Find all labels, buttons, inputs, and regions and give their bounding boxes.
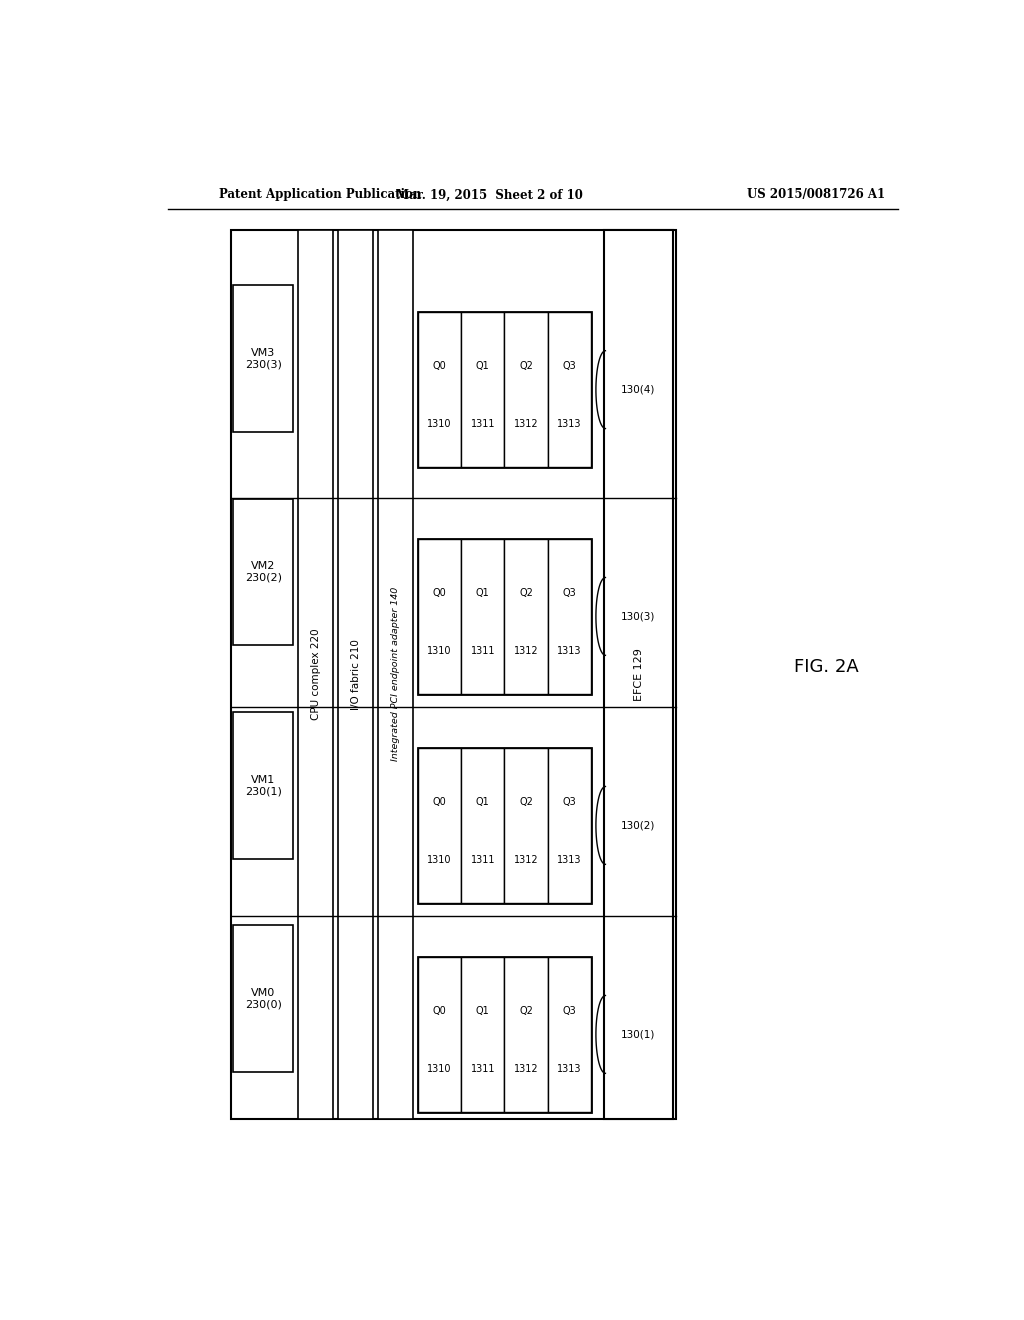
Text: 1312: 1312 — [514, 854, 539, 865]
Text: Q2: Q2 — [519, 362, 534, 371]
Bar — [548, 957, 591, 1113]
Bar — [418, 539, 461, 694]
Text: US 2015/0081726 A1: US 2015/0081726 A1 — [748, 189, 885, 202]
Bar — [604, 230, 674, 1119]
Bar — [548, 539, 591, 694]
Bar — [418, 957, 461, 1113]
Text: 1311: 1311 — [471, 645, 495, 656]
Text: Q2: Q2 — [519, 1006, 534, 1016]
Text: 1310: 1310 — [427, 1064, 452, 1073]
Text: 1312: 1312 — [514, 418, 539, 429]
Text: 1311: 1311 — [471, 854, 495, 865]
Text: 1313: 1313 — [557, 854, 582, 865]
Bar — [378, 230, 414, 1119]
Bar — [298, 230, 334, 1119]
Text: 1312: 1312 — [514, 1064, 539, 1073]
Text: 1310: 1310 — [427, 854, 452, 865]
Text: 1310: 1310 — [427, 418, 452, 429]
Bar — [233, 925, 294, 1072]
Text: 1310: 1310 — [427, 645, 452, 656]
Text: I/O fabric 210: I/O fabric 210 — [350, 639, 360, 710]
Text: Q1: Q1 — [476, 589, 489, 598]
Bar — [418, 957, 591, 1113]
Bar — [548, 747, 591, 903]
Text: Q0: Q0 — [432, 589, 446, 598]
Bar — [338, 230, 374, 1119]
Text: Q2: Q2 — [519, 797, 534, 807]
Bar — [418, 539, 591, 694]
Bar — [461, 747, 505, 903]
Text: VM0
230(0): VM0 230(0) — [245, 989, 282, 1010]
Bar — [505, 747, 548, 903]
Text: Q1: Q1 — [476, 1006, 489, 1016]
Bar — [505, 957, 548, 1113]
Bar — [233, 499, 294, 645]
Bar — [505, 312, 548, 467]
Text: VM2
230(2): VM2 230(2) — [245, 561, 282, 582]
Text: 1313: 1313 — [557, 645, 582, 656]
Bar — [418, 312, 591, 467]
Text: Q1: Q1 — [476, 362, 489, 371]
Text: Patent Application Publication: Patent Application Publication — [219, 189, 422, 202]
Bar — [418, 747, 591, 903]
Bar — [418, 747, 461, 903]
Bar — [418, 312, 461, 467]
Text: Q3: Q3 — [562, 362, 577, 371]
Text: 1313: 1313 — [557, 418, 582, 429]
Text: Q3: Q3 — [562, 589, 577, 598]
Text: 1311: 1311 — [471, 418, 495, 429]
Text: 1312: 1312 — [514, 645, 539, 656]
Text: EFCE 129: EFCE 129 — [634, 648, 644, 701]
Text: VM1
230(1): VM1 230(1) — [245, 775, 282, 796]
Text: 130(3): 130(3) — [622, 611, 655, 622]
Bar — [233, 711, 294, 859]
Text: 1311: 1311 — [471, 1064, 495, 1073]
Text: 1313: 1313 — [557, 1064, 582, 1073]
Text: Q0: Q0 — [432, 797, 446, 807]
Text: 130(2): 130(2) — [622, 821, 655, 830]
Bar — [231, 230, 676, 1119]
Bar — [505, 539, 548, 694]
Text: Q0: Q0 — [432, 1006, 446, 1016]
Bar — [461, 539, 505, 694]
Text: Integrated PCI endpoint adapter 140: Integrated PCI endpoint adapter 140 — [391, 587, 400, 762]
Text: FIG. 2A: FIG. 2A — [794, 657, 859, 676]
Text: CPU complex 220: CPU complex 220 — [310, 628, 321, 719]
Text: VM3
230(3): VM3 230(3) — [245, 347, 282, 370]
Text: Q0: Q0 — [432, 362, 446, 371]
Bar — [461, 957, 505, 1113]
Text: Q2: Q2 — [519, 589, 534, 598]
Bar — [233, 285, 294, 432]
Text: Q3: Q3 — [562, 797, 577, 807]
Text: Q3: Q3 — [562, 1006, 577, 1016]
Text: 130(1): 130(1) — [622, 1030, 655, 1039]
Text: Mar. 19, 2015  Sheet 2 of 10: Mar. 19, 2015 Sheet 2 of 10 — [395, 189, 583, 202]
Bar — [548, 312, 591, 467]
Text: 130(4): 130(4) — [622, 384, 655, 395]
Text: Q1: Q1 — [476, 797, 489, 807]
Bar — [461, 312, 505, 467]
